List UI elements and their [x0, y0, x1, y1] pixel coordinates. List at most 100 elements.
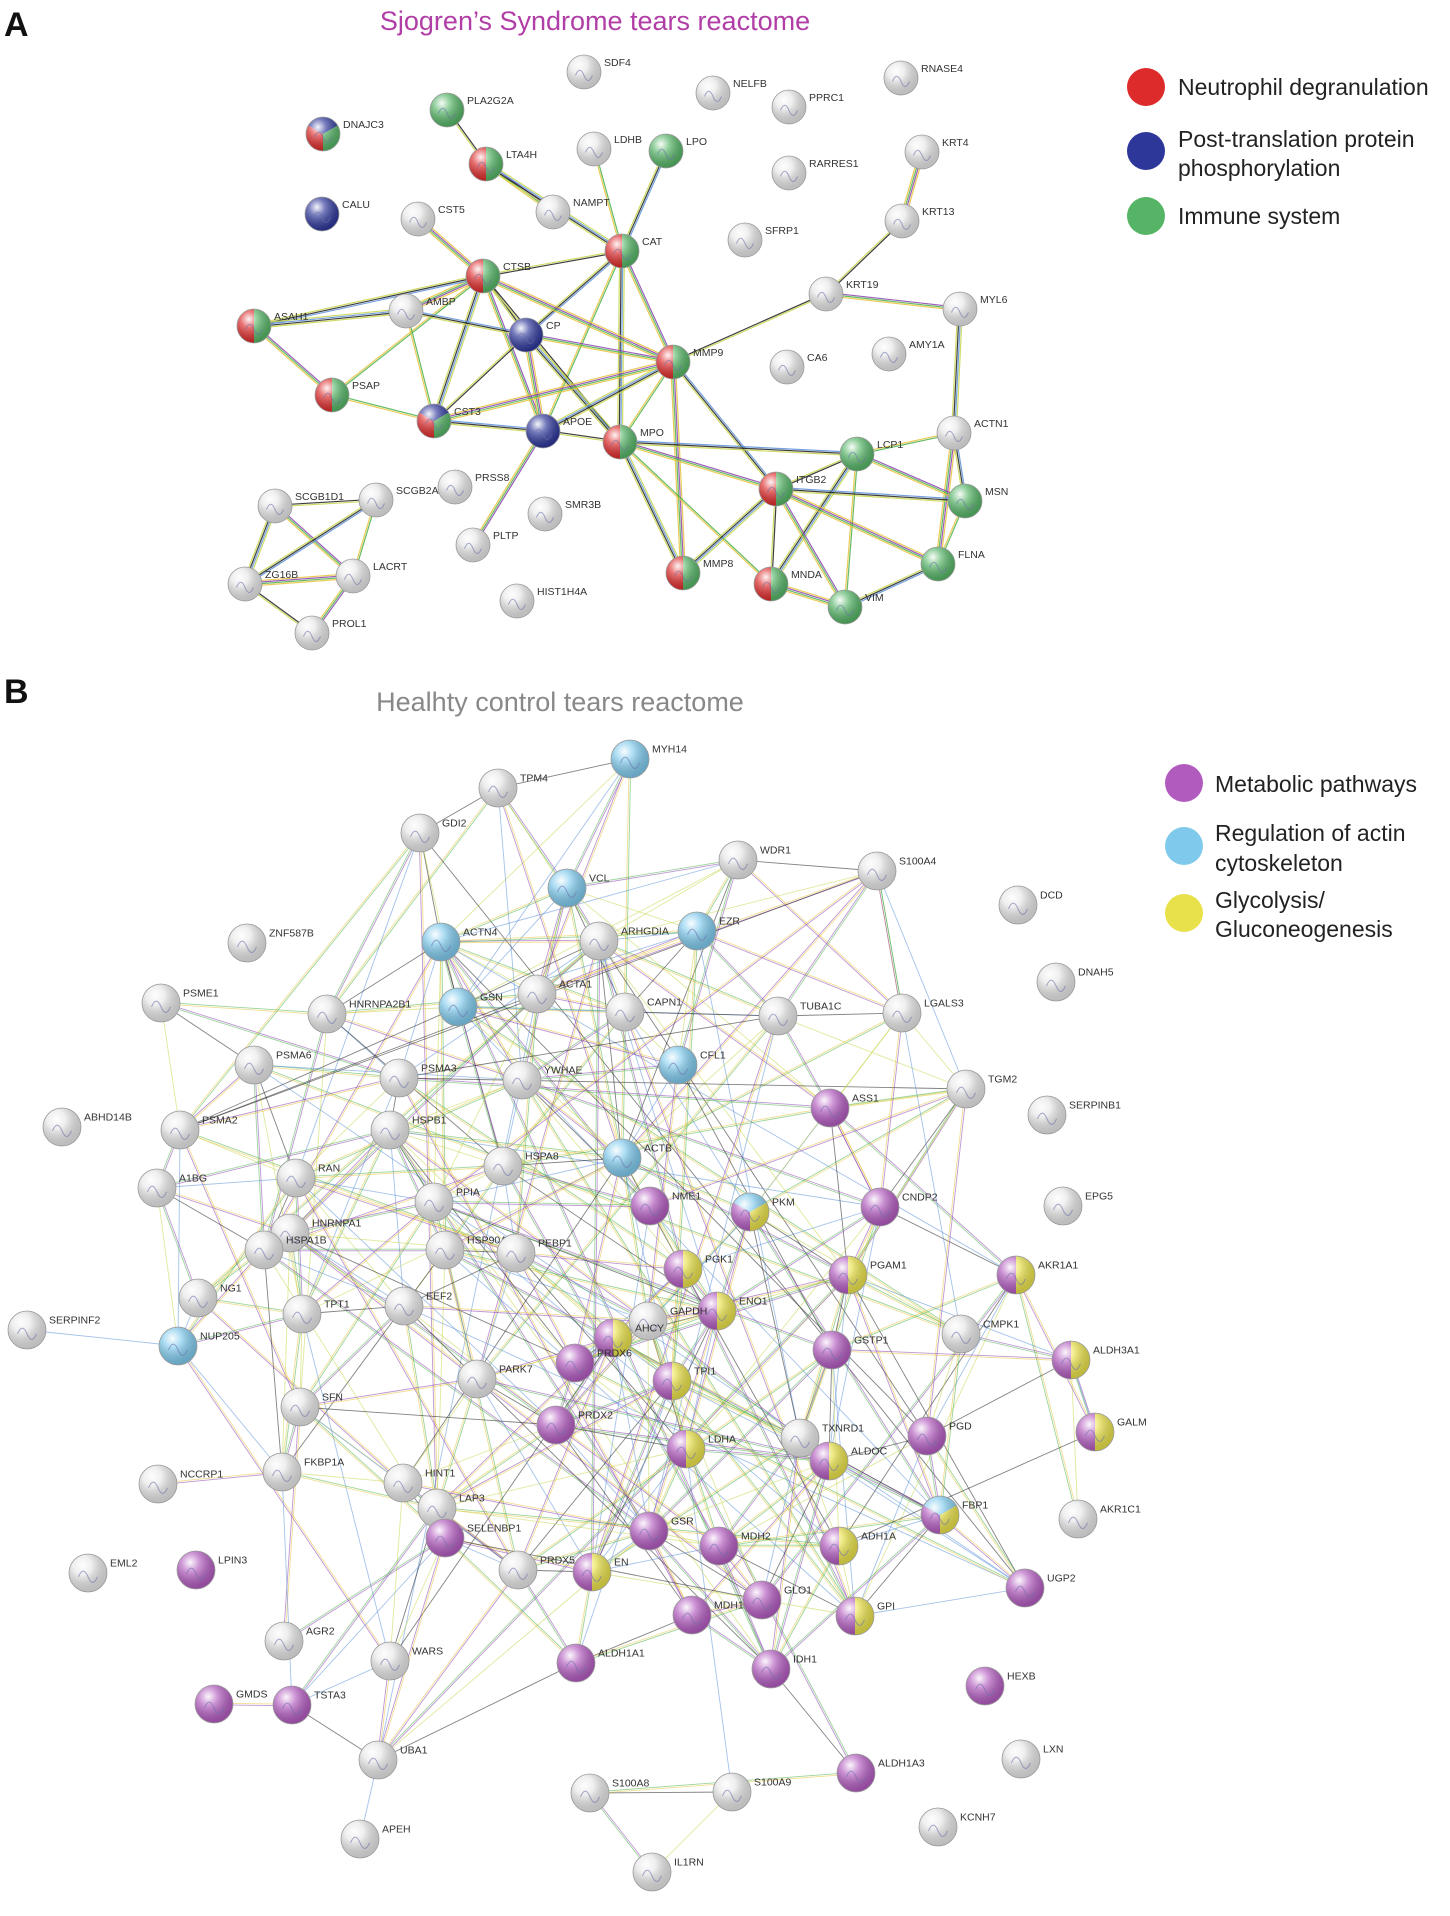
- node-mmp8[interactable]: MMP8: [665, 555, 733, 591]
- node-cmpk1[interactable]: CMPK1: [941, 1314, 1019, 1354]
- node-aldoc[interactable]: ALDOC: [809, 1441, 888, 1481]
- node-ldha[interactable]: LDHA: [666, 1429, 736, 1469]
- node-akr1c1[interactable]: AKR1C1: [1058, 1499, 1141, 1539]
- node-tpm4[interactable]: TPM4: [478, 768, 548, 808]
- node-ca6[interactable]: CA6: [769, 349, 828, 385]
- node-cst3[interactable]: CST3: [416, 403, 481, 439]
- node-aldh1a3[interactable]: ALDH1A3: [836, 1753, 925, 1793]
- node-scgb1d1[interactable]: SCGB1D1: [257, 488, 344, 524]
- node-actn1[interactable]: ACTN1: [936, 415, 1009, 451]
- node-prdx5[interactable]: PRDX5: [498, 1550, 575, 1590]
- node-hist1h4a[interactable]: HIST1H4A: [499, 583, 587, 619]
- node-eno1[interactable]: ENO1: [697, 1291, 768, 1331]
- node-hspa1b[interactable]: HSPA1B: [244, 1230, 327, 1270]
- node-gmds[interactable]: GMDS: [194, 1684, 268, 1724]
- node-lpin3[interactable]: LPIN3: [176, 1550, 247, 1590]
- node-nup205[interactable]: NUP205: [158, 1326, 240, 1366]
- node-serpinf2[interactable]: SERPINF2: [7, 1310, 101, 1350]
- node-mmp9[interactable]: MMP9: [655, 344, 723, 380]
- node-lxn[interactable]: LXN: [1001, 1739, 1063, 1779]
- node-wars[interactable]: WARS: [370, 1641, 443, 1681]
- node-ugp2[interactable]: UGP2: [1005, 1568, 1076, 1608]
- node-serpinb1[interactable]: SERPINB1: [1027, 1095, 1121, 1135]
- node-rnase4[interactable]: RNASE4: [883, 60, 963, 96]
- node-il1rn[interactable]: IL1RN: [632, 1852, 704, 1892]
- node-hnrnpa2b1[interactable]: HNRNPA2B1: [307, 994, 411, 1034]
- node-tuba1c[interactable]: TUBA1C: [758, 996, 842, 1036]
- node-kcnh7[interactable]: KCNH7: [918, 1807, 996, 1847]
- node-akr1a1[interactable]: AKR1A1: [996, 1255, 1078, 1295]
- node-psma2[interactable]: PSMA2: [160, 1110, 238, 1150]
- node-pprc1[interactable]: PPRC1: [771, 89, 844, 125]
- node-cst5[interactable]: CST5: [400, 201, 465, 237]
- node-acta1[interactable]: ACTA1: [517, 974, 592, 1014]
- node-psma6[interactable]: PSMA6: [234, 1045, 312, 1085]
- node-gsr[interactable]: GSR: [629, 1511, 694, 1551]
- node-en[interactable]: EN: [572, 1552, 629, 1592]
- node-itgb2[interactable]: ITGB2: [758, 471, 827, 507]
- node-ezr[interactable]: EZR: [677, 911, 740, 951]
- node-gstp1[interactable]: GSTP1: [812, 1330, 889, 1370]
- node-nccrp1[interactable]: NCCRP1: [138, 1464, 223, 1504]
- node-psap[interactable]: PSAP: [314, 377, 380, 413]
- node-myh14[interactable]: MYH14: [610, 739, 687, 779]
- node-arhgdia[interactable]: ARHGDIA: [579, 921, 669, 961]
- node-ywhae[interactable]: YWHAE: [502, 1060, 583, 1100]
- node-pkm[interactable]: PKM: [730, 1192, 795, 1232]
- node-ran[interactable]: RAN: [276, 1158, 340, 1198]
- node-krt13[interactable]: KRT13: [884, 203, 955, 239]
- node-lta4h[interactable]: LTA4H: [468, 146, 537, 182]
- node-nelfb[interactable]: NELFB: [695, 75, 767, 111]
- node-sfn[interactable]: SFN: [280, 1387, 343, 1427]
- node-mnda[interactable]: MNDA: [753, 566, 822, 602]
- node-psma3[interactable]: PSMA3: [379, 1058, 457, 1098]
- node-idh1[interactable]: IDH1: [751, 1649, 817, 1689]
- node-znf587b[interactable]: ZNF587B: [227, 923, 314, 963]
- node-vim[interactable]: VIM: [827, 589, 884, 625]
- node-gapdh[interactable]: GAPDH: [628, 1301, 707, 1341]
- node-apeh[interactable]: APEH: [340, 1819, 411, 1859]
- node-calu[interactable]: CALU: [304, 196, 370, 232]
- node-myl6[interactable]: MYL6: [942, 291, 1008, 327]
- node-lcp1[interactable]: LCP1: [839, 436, 903, 472]
- node-ctsb[interactable]: CTSB: [465, 258, 531, 294]
- node-tpt1[interactable]: TPT1: [282, 1294, 350, 1334]
- node-galm[interactable]: GALM: [1075, 1412, 1147, 1452]
- node-aldh1a1[interactable]: ALDH1A1: [556, 1643, 645, 1683]
- node-selenbp1[interactable]: SELENBP1: [425, 1518, 521, 1558]
- node-mpo[interactable]: MPO: [602, 424, 664, 460]
- node-actb[interactable]: ACTB: [602, 1138, 672, 1178]
- node-dcd[interactable]: DCD: [998, 885, 1063, 925]
- node-prol1[interactable]: PROL1: [294, 615, 367, 651]
- node-abhd14b[interactable]: ABHD14B: [42, 1107, 132, 1147]
- node-eml2[interactable]: EML2: [68, 1553, 138, 1593]
- node-ambp[interactable]: AMBP: [388, 293, 456, 329]
- node-epg5[interactable]: EPG5: [1043, 1186, 1113, 1226]
- node-pgd[interactable]: PGD: [907, 1416, 972, 1456]
- node-msn[interactable]: MSN: [947, 483, 1008, 519]
- node-ahcy[interactable]: AHCY: [593, 1318, 664, 1358]
- node-ng1[interactable]: NG1: [178, 1278, 242, 1318]
- node-mdh1[interactable]: MDH1: [672, 1595, 744, 1635]
- node-hspb1[interactable]: HSPB1: [370, 1110, 447, 1150]
- node-pgk1[interactable]: PGK1: [663, 1249, 733, 1289]
- node-dnah5[interactable]: DNAH5: [1036, 962, 1114, 1002]
- node-actn4[interactable]: ACTN4: [421, 922, 498, 962]
- node-lpo[interactable]: LPO: [648, 133, 707, 169]
- node-uba1[interactable]: UBA1: [358, 1740, 428, 1780]
- node-lap3[interactable]: LAP3: [417, 1488, 485, 1528]
- node-lgals3[interactable]: LGALS3: [882, 993, 964, 1033]
- node-tgm2[interactable]: TGM2: [946, 1069, 1017, 1109]
- node-smr3b[interactable]: SMR3B: [527, 496, 601, 532]
- node-pebp1[interactable]: PEBP1: [496, 1233, 572, 1273]
- node-hexb[interactable]: HEXB: [965, 1666, 1036, 1706]
- node-cndp2[interactable]: CNDP2: [860, 1187, 938, 1227]
- node-ppia[interactable]: PPIA: [414, 1182, 480, 1222]
- node-agr2[interactable]: AGR2: [264, 1621, 335, 1661]
- node-pltp[interactable]: PLTP: [455, 527, 518, 563]
- node-cat[interactable]: CAT: [604, 233, 663, 269]
- node-gsn[interactable]: GSN: [438, 987, 503, 1027]
- node-lacrt[interactable]: LACRT: [335, 558, 408, 594]
- node-sfrp1[interactable]: SFRP1: [727, 222, 799, 258]
- node-hint1[interactable]: HINT1: [383, 1463, 455, 1503]
